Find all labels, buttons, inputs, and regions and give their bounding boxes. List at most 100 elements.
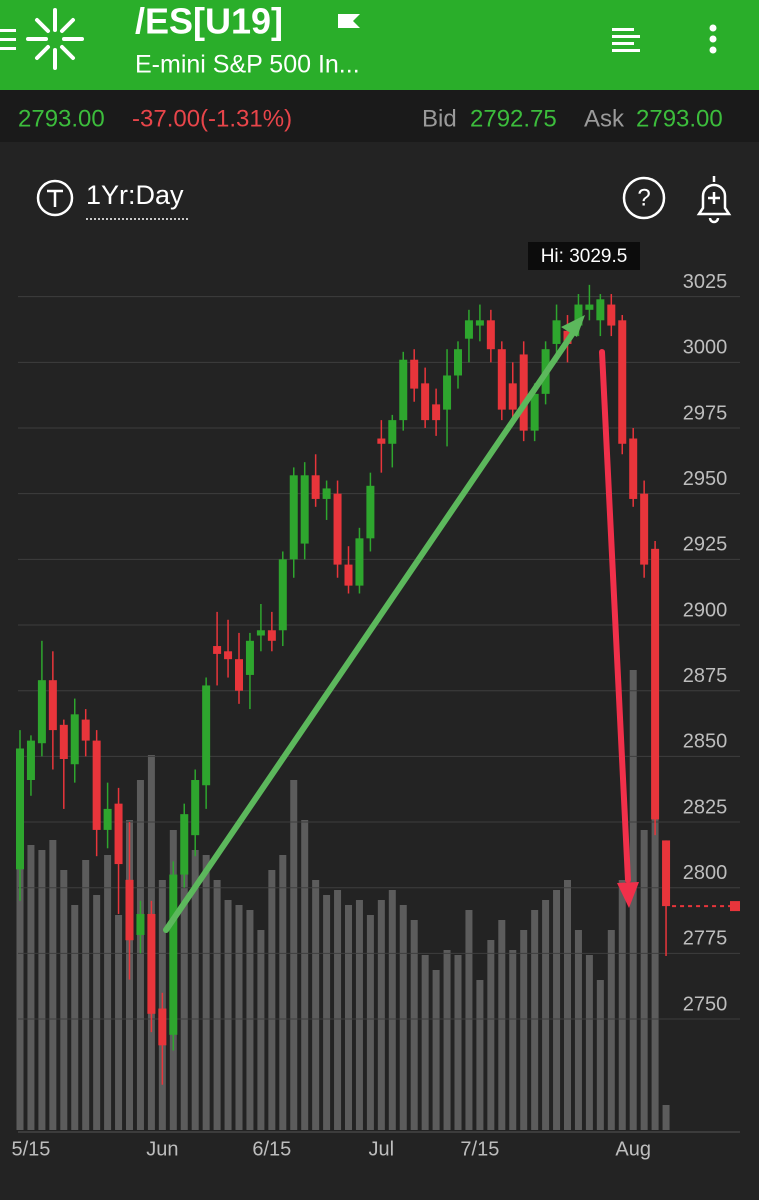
candle-body bbox=[486, 320, 495, 350]
volume-bar bbox=[388, 890, 396, 1130]
candle-body bbox=[267, 630, 276, 641]
candle-body bbox=[421, 383, 430, 421]
x-tick-label: 7/15 bbox=[460, 1138, 499, 1160]
list-icon[interactable] bbox=[612, 28, 640, 52]
candle-body bbox=[333, 493, 342, 565]
y-tick-label: 2800 bbox=[683, 862, 728, 884]
candle-body bbox=[410, 359, 419, 389]
template-icon[interactable] bbox=[36, 179, 74, 217]
candle-body bbox=[366, 485, 375, 539]
volume-bar bbox=[432, 970, 440, 1130]
volume-bar bbox=[38, 850, 46, 1130]
candle-body bbox=[662, 840, 671, 907]
symbol: /ES[U19] bbox=[135, 1, 283, 42]
volume-bar bbox=[443, 950, 451, 1130]
volume-bar bbox=[246, 910, 254, 1130]
volume-bar bbox=[136, 780, 144, 1130]
candle-body bbox=[16, 748, 24, 870]
volume-bar bbox=[290, 780, 298, 1130]
y-tick-label: 3025 bbox=[683, 271, 728, 293]
candle-body bbox=[202, 685, 211, 786]
candle-body bbox=[443, 375, 452, 410]
candle-body bbox=[136, 913, 145, 935]
volume-bar bbox=[202, 855, 210, 1130]
candle-body bbox=[278, 559, 287, 631]
volume-bar bbox=[640, 830, 648, 1130]
x-tick-label: Jul bbox=[369, 1138, 395, 1160]
candle-body bbox=[596, 299, 605, 321]
svg-text:?: ? bbox=[637, 184, 650, 211]
candle-body bbox=[464, 320, 473, 339]
volume-bar bbox=[454, 955, 462, 1130]
volume-bar bbox=[476, 980, 484, 1130]
candle-body bbox=[169, 874, 178, 1035]
high-label-box bbox=[528, 242, 640, 270]
candle-body bbox=[651, 548, 660, 820]
y-tick-label: 2875 bbox=[683, 665, 728, 687]
candle-body bbox=[224, 651, 233, 660]
volume-bar bbox=[16, 785, 24, 1130]
candle-body bbox=[552, 320, 561, 344]
candle-body bbox=[574, 304, 583, 326]
candle-body bbox=[344, 564, 353, 586]
candle-body bbox=[125, 879, 134, 941]
candle-body bbox=[147, 913, 156, 1014]
candle-body bbox=[289, 475, 298, 560]
candle-body bbox=[92, 740, 101, 830]
candle-body bbox=[180, 814, 189, 875]
candle-body bbox=[585, 304, 594, 310]
volume-bar bbox=[235, 905, 243, 1130]
candle-body bbox=[37, 680, 46, 744]
quote-bar bbox=[0, 90, 759, 142]
help-icon[interactable]: ? bbox=[622, 176, 666, 220]
candle-body bbox=[497, 349, 506, 410]
candle-body bbox=[355, 538, 364, 586]
volume-bar bbox=[323, 895, 331, 1130]
volume-bar bbox=[93, 895, 101, 1130]
high-label: Hi: 3029.5 bbox=[541, 246, 628, 267]
candle-body bbox=[235, 659, 243, 691]
candle-body bbox=[311, 475, 320, 499]
volume-bar bbox=[607, 930, 615, 1130]
candle-body bbox=[377, 438, 386, 444]
x-tick-label: Jun bbox=[146, 1138, 178, 1160]
volume-bar bbox=[662, 1105, 670, 1130]
volume-bar bbox=[465, 910, 473, 1130]
candle-body bbox=[81, 719, 90, 741]
volume-bar bbox=[268, 870, 276, 1130]
overflow-icon[interactable] bbox=[709, 24, 717, 54]
x-tick-label: Aug bbox=[615, 1138, 651, 1160]
volume-bar bbox=[224, 900, 232, 1130]
menu-icon[interactable] bbox=[0, 29, 16, 50]
net-change: -37.00(-1.31%) bbox=[132, 105, 292, 132]
volume-bar bbox=[279, 855, 287, 1130]
candle-body bbox=[640, 493, 649, 565]
candle-body bbox=[629, 438, 638, 499]
candle-body bbox=[70, 714, 79, 765]
volume-bar bbox=[553, 890, 561, 1130]
volume-bar bbox=[345, 905, 352, 1130]
y-tick-label: 2925 bbox=[683, 534, 728, 556]
flag-icon[interactable] bbox=[338, 14, 360, 28]
candle-body bbox=[508, 383, 517, 410]
candle-body bbox=[191, 780, 200, 836]
volume-bar bbox=[618, 880, 626, 1130]
volume-bar bbox=[377, 900, 385, 1130]
volume-bar bbox=[355, 900, 363, 1130]
volume-bar bbox=[49, 840, 57, 1130]
y-tick-label: 3000 bbox=[683, 337, 728, 359]
alert-icon[interactable] bbox=[696, 176, 732, 224]
candle-body bbox=[399, 359, 408, 421]
candle-body bbox=[48, 680, 57, 731]
volume-bar bbox=[585, 955, 593, 1130]
volume-bar bbox=[399, 905, 407, 1130]
y-tick-label: 2750 bbox=[683, 993, 728, 1015]
candle-body bbox=[475, 320, 484, 326]
app-bar bbox=[0, 0, 759, 90]
period-selector[interactable]: 1Yr:Day bbox=[86, 180, 184, 210]
y-tick-label: 2775 bbox=[683, 928, 728, 950]
volume-bar bbox=[334, 890, 342, 1130]
volume-bar bbox=[115, 915, 123, 1130]
candle-body bbox=[103, 808, 112, 830]
